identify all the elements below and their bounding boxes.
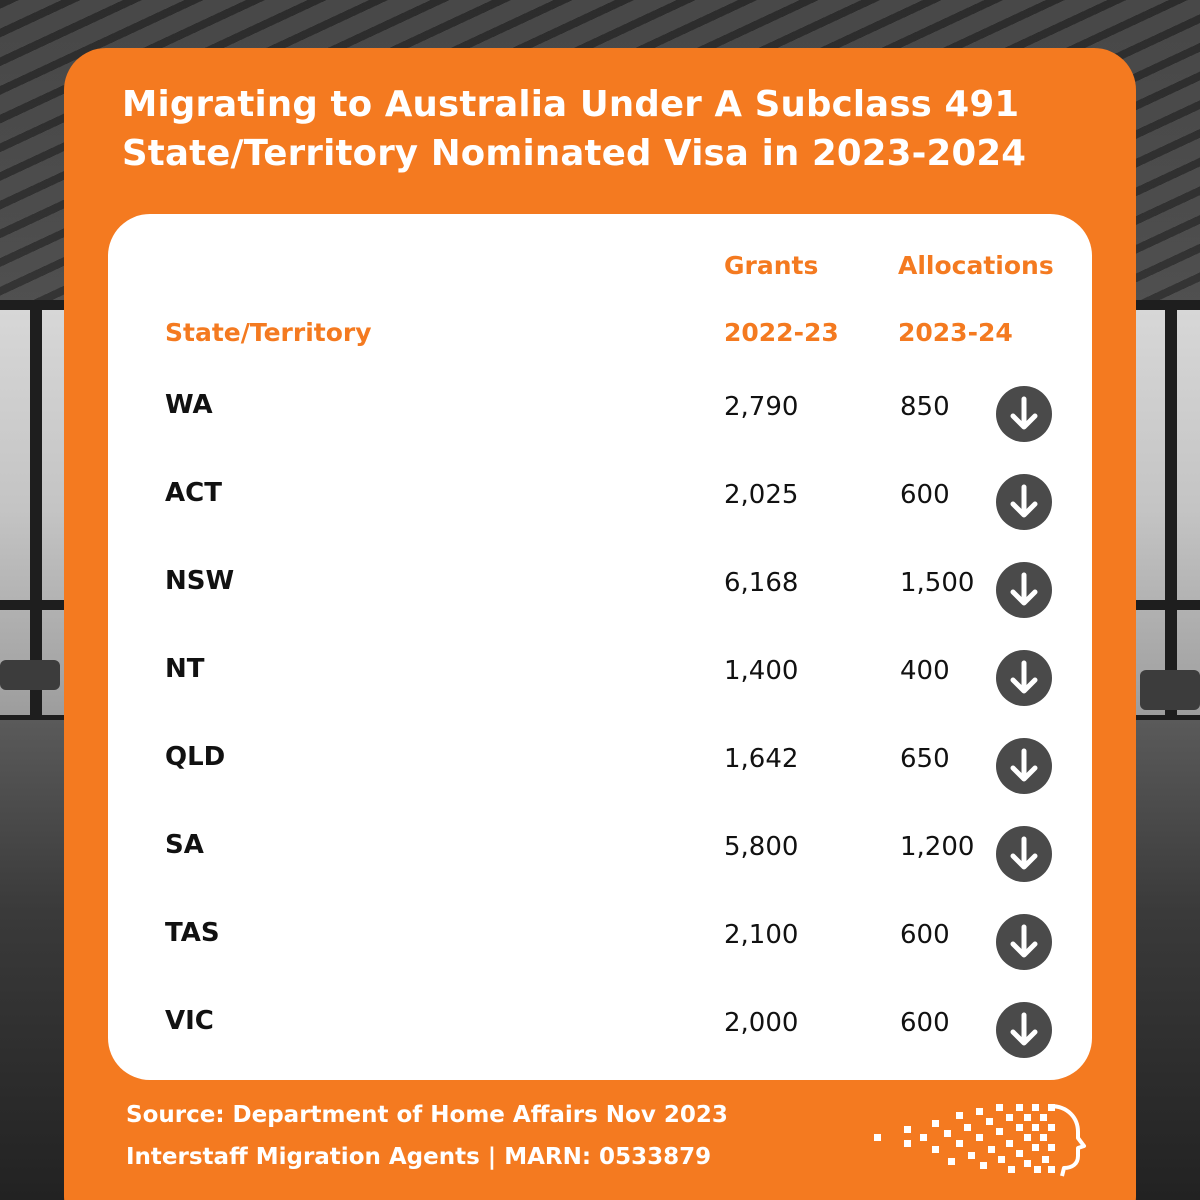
allocations-value: 600 bbox=[900, 1008, 950, 1038]
state-name: SA bbox=[165, 830, 204, 860]
header-allocations-year: 2023-24 bbox=[898, 318, 1013, 347]
source-note: Source: Department of Home Affairs Nov 2… bbox=[126, 1102, 728, 1128]
allocations-value: 600 bbox=[900, 920, 950, 950]
title-line-2: State/Territory Nominated Visa in 2023-2… bbox=[122, 133, 1027, 174]
grants-value: 5,800 bbox=[724, 832, 799, 862]
arrow-down-icon bbox=[996, 1002, 1052, 1058]
state-name: NSW bbox=[165, 566, 235, 596]
allocations-value: 650 bbox=[900, 744, 950, 774]
allocations-value: 850 bbox=[900, 392, 950, 422]
agent-credit: Interstaff Migration Agents | MARN: 0533… bbox=[126, 1144, 712, 1170]
state-name: VIC bbox=[165, 1006, 214, 1036]
title-line-1: Migrating to Australia Under A Subclass … bbox=[122, 84, 1020, 125]
arrow-down-icon bbox=[996, 562, 1052, 618]
state-name: WA bbox=[165, 390, 213, 420]
arrow-down-icon bbox=[996, 386, 1052, 442]
grants-value: 1,642 bbox=[724, 744, 799, 774]
background-airplane bbox=[0, 660, 60, 690]
grants-value: 6,168 bbox=[724, 568, 799, 598]
header-grants: Grants bbox=[724, 251, 819, 280]
header-allocations: Allocations bbox=[898, 251, 1054, 280]
allocations-value: 400 bbox=[900, 656, 950, 686]
state-name: TAS bbox=[165, 918, 220, 948]
window-frame bbox=[1165, 300, 1177, 720]
arrow-down-icon bbox=[996, 650, 1052, 706]
state-name: QLD bbox=[165, 742, 226, 772]
arrow-down-icon bbox=[996, 474, 1052, 530]
arrow-down-icon bbox=[996, 738, 1052, 794]
state-name: NT bbox=[165, 654, 205, 684]
grants-value: 2,025 bbox=[724, 480, 799, 510]
window-frame bbox=[30, 300, 42, 720]
grants-value: 2,790 bbox=[724, 392, 799, 422]
grants-value: 2,000 bbox=[724, 1008, 799, 1038]
table-panel bbox=[108, 214, 1092, 1080]
header-state-territory: State/Territory bbox=[165, 318, 372, 347]
grants-value: 1,400 bbox=[724, 656, 799, 686]
arrow-down-icon bbox=[996, 826, 1052, 882]
allocations-value: 1,200 bbox=[900, 832, 975, 862]
arrow-down-icon bbox=[996, 914, 1052, 970]
background-airplane bbox=[1140, 670, 1200, 710]
grants-value: 2,100 bbox=[724, 920, 799, 950]
allocations-value: 600 bbox=[900, 480, 950, 510]
state-name: ACT bbox=[165, 478, 222, 508]
header-grants-year: 2022-23 bbox=[724, 318, 839, 347]
page-title: Migrating to Australia Under A Subclass … bbox=[122, 80, 1122, 178]
company-logo-icon bbox=[874, 1104, 1086, 1177]
allocations-value: 1,500 bbox=[900, 568, 975, 598]
